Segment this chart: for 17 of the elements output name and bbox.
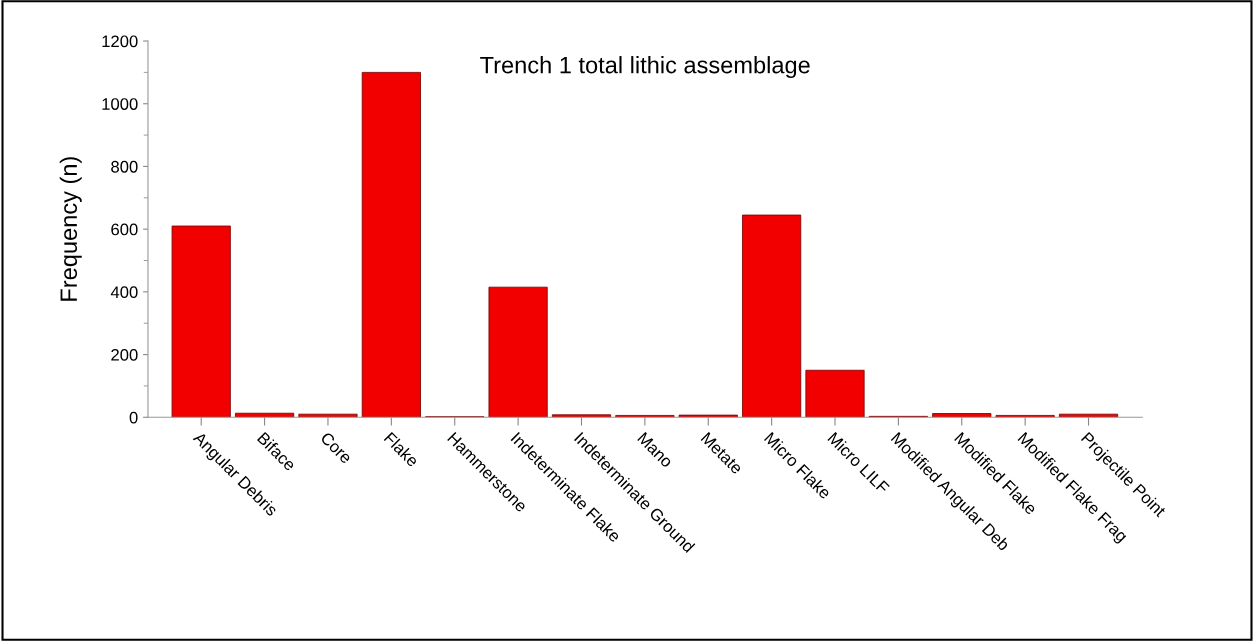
bar (361, 71, 421, 418)
y-tick-label: 400 (110, 286, 138, 299)
bar (488, 286, 548, 418)
y-tick-label: 0 (129, 411, 138, 424)
y-axis-title: Frequency (n) (59, 157, 82, 301)
bar (678, 414, 738, 418)
bar (932, 413, 992, 418)
bar (171, 225, 231, 418)
y-tick-label: 600 (111, 223, 138, 236)
y-tick-label: 1000 (102, 98, 138, 110)
bar (805, 369, 865, 418)
y-tick-label: 1200 (102, 35, 138, 48)
y-tick-label: 800 (111, 160, 138, 173)
bar (551, 414, 612, 418)
text: Trench 1 total lithic assemblage (480, 56, 810, 79)
bar (742, 214, 802, 418)
y-tick-label: 200 (111, 348, 138, 361)
